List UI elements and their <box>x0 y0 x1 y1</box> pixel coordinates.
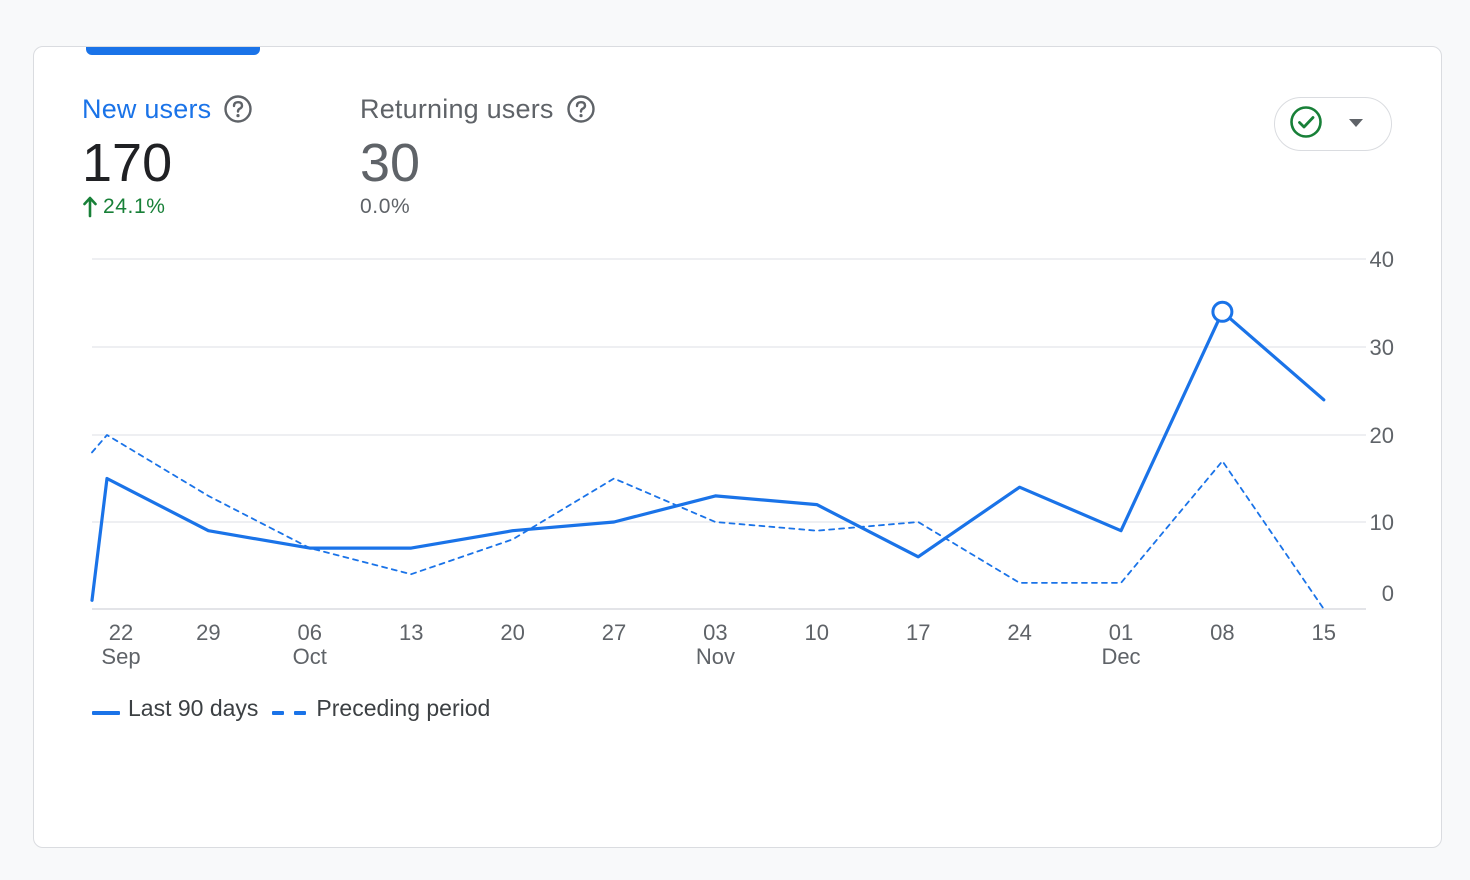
chart-legend: Last 90 days Preceding period <box>92 695 504 722</box>
y-tick-label: 0 <box>1382 581 1394 606</box>
new-users-change-value: 24.1% <box>103 195 166 218</box>
help-circle-icon[interactable] <box>566 94 596 124</box>
x-tick-label: 01 <box>1109 620 1133 645</box>
x-tick-label: 08 <box>1210 620 1234 645</box>
line-chart: 0 10 20 30 40 22 Sep 29 06 Oct 13 20 27 03 Nov 10 17 24 0… <box>34 47 1441 687</box>
x-tick-label: 20 <box>500 620 524 645</box>
returning-users-value: 30 <box>360 133 421 193</box>
x-tick-label: 10 <box>805 620 829 645</box>
help-circle-icon[interactable] <box>223 94 253 124</box>
x-tick-label: 29 <box>196 620 220 645</box>
x-tick-label: 03 <box>703 620 727 645</box>
new-users-metric[interactable]: New users 170 24.1% <box>82 91 253 219</box>
y-tick-label: 30 <box>1370 335 1394 360</box>
new-users-label[interactable]: New users <box>82 93 212 124</box>
returning-users-change: 0.0% <box>360 195 596 219</box>
x-tick-label: 13 <box>399 620 423 645</box>
x-tick-month-label: Oct <box>293 644 327 669</box>
check-circle-icon <box>1289 105 1323 144</box>
new-users-change: 24.1% <box>82 195 253 219</box>
series-line-last-90-days <box>90 310 1326 602</box>
x-tick-month-label: Dec <box>1101 644 1140 669</box>
highlighted-point <box>1211 300 1234 323</box>
x-tick-label: 17 <box>906 620 930 645</box>
y-tick-label: 20 <box>1370 423 1394 448</box>
legend-label-last-90-days: Last 90 days <box>128 695 259 721</box>
series-line-preceding-period <box>91 434 1325 610</box>
y-tick-label: 40 <box>1370 247 1394 272</box>
legend-item-last-90-days[interactable]: Last 90 days <box>92 695 258 722</box>
legend-swatch-solid <box>92 695 120 722</box>
x-tick-month-label: Sep <box>101 644 140 669</box>
active-tab-indicator <box>86 47 260 55</box>
returning-users-change-value: 0.0% <box>360 195 411 218</box>
returning-users-label[interactable]: Returning users <box>360 93 554 124</box>
x-tick-month-label: Nov <box>696 644 735 669</box>
x-tick-label: 06 <box>298 620 322 645</box>
y-tick-label: 10 <box>1370 510 1394 535</box>
arrow-up-icon <box>82 196 98 218</box>
caret-down-icon <box>1347 115 1365 133</box>
users-chart-card: New users 170 24.1% Returning users <box>33 46 1442 848</box>
compare-dropdown-button[interactable] <box>1274 97 1392 151</box>
x-tick-label: 24 <box>1007 620 1031 645</box>
legend-item-preceding-period[interactable]: Preceding period <box>272 695 490 722</box>
x-tick-label: 15 <box>1312 620 1336 645</box>
legend-swatch-dashed <box>272 695 308 722</box>
legend-label-preceding-period: Preceding period <box>316 695 491 721</box>
x-tick-label: 22 <box>109 620 133 645</box>
new-users-value: 170 <box>82 133 173 193</box>
returning-users-metric[interactable]: Returning users 30 0.0% <box>360 91 596 219</box>
x-tick-label: 27 <box>602 620 626 645</box>
